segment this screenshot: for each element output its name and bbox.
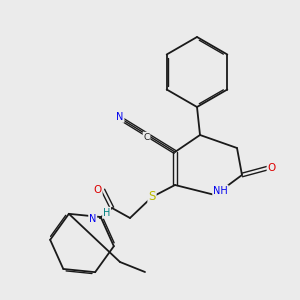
Text: O: O bbox=[268, 163, 276, 173]
Text: H: H bbox=[103, 208, 110, 218]
Text: N: N bbox=[116, 112, 124, 122]
Text: NH: NH bbox=[213, 185, 228, 196]
Text: C: C bbox=[143, 133, 150, 142]
Text: S: S bbox=[148, 190, 156, 203]
Text: O: O bbox=[94, 185, 102, 195]
Text: N: N bbox=[89, 214, 96, 224]
